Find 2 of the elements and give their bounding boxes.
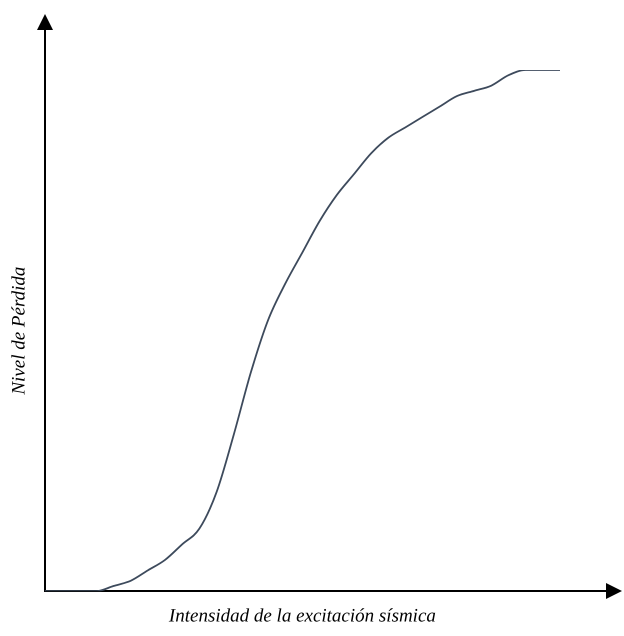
y-axis-title: Nivel de Pérdida bbox=[8, 266, 30, 396]
x-axis-title: Intensidad de la excitación sísmica bbox=[168, 606, 436, 627]
